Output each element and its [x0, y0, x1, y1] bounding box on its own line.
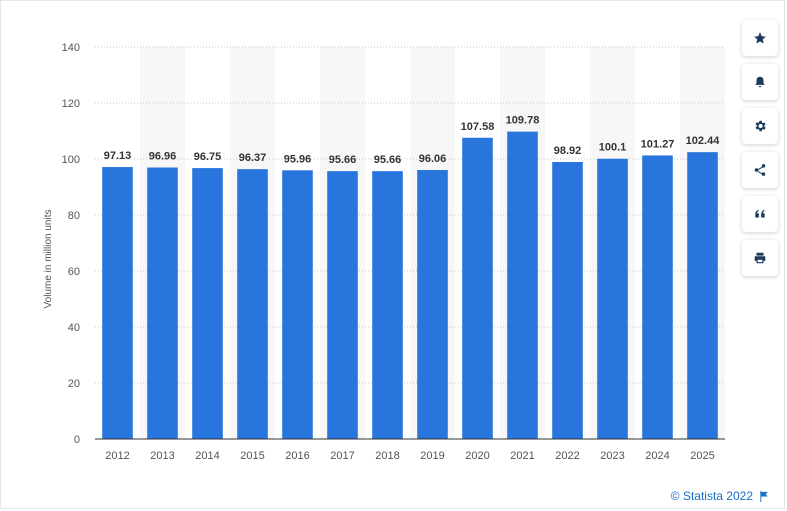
y-tick-label: 0 [74, 434, 80, 446]
x-tick-label: 2017 [330, 450, 354, 462]
x-tick-label: 2022 [555, 450, 579, 462]
x-tick-label: 2020 [465, 450, 489, 462]
data-label: 96.06 [419, 153, 447, 165]
star-icon [754, 32, 766, 44]
x-tick-label: 2025 [690, 450, 714, 462]
bar [417, 170, 448, 440]
data-label: 98.92 [554, 145, 582, 157]
x-tick-label: 2018 [375, 450, 399, 462]
y-tick-label: 120 [62, 98, 80, 110]
bar [642, 155, 673, 439]
notification-button[interactable] [742, 64, 778, 100]
cite-button[interactable] [742, 196, 778, 232]
data-label: 107.58 [461, 121, 495, 133]
statista-credit[interactable]: © Statista 2022 [671, 489, 769, 503]
x-tick-label: 2015 [240, 450, 264, 462]
data-label: 97.13 [104, 150, 132, 162]
bar [237, 169, 268, 439]
printer-icon [754, 252, 766, 264]
x-tick-label: 2012 [105, 450, 129, 462]
data-label: 95.96 [284, 153, 312, 165]
gear-icon [755, 120, 766, 132]
data-label: 95.66 [374, 154, 402, 166]
data-label: 109.78 [506, 115, 540, 127]
x-tick-label: 2021 [510, 450, 534, 462]
quote-icon [755, 209, 765, 218]
bar [327, 171, 358, 440]
bar-chart: 0 20 40 60 80 100 120 140 Volume in million unit… [43, 42, 725, 462]
data-label: 95.66 [329, 154, 357, 166]
credit-text[interactable]: © Statista 2022 [670, 489, 753, 503]
y-tick-label: 140 [62, 42, 80, 54]
bar [597, 158, 628, 439]
chart-toolbar [742, 20, 778, 276]
share-button[interactable] [742, 152, 778, 188]
y-tick-label: 80 [68, 210, 80, 222]
data-label: 102.44 [686, 135, 721, 147]
data-label: 96.37 [239, 152, 267, 164]
bar [462, 137, 493, 439]
data-label: 100.1 [599, 142, 627, 154]
print-button[interactable] [742, 240, 778, 276]
x-tick-label: 2024 [645, 450, 669, 462]
data-label: 96.96 [149, 151, 177, 163]
y-tick-label: 100 [62, 154, 80, 166]
x-tick-label: 2019 [420, 450, 444, 462]
x-tick-label: 2014 [195, 450, 219, 462]
x-tick-label: 2016 [285, 450, 309, 462]
bar [507, 131, 538, 439]
y-tick-label: 20 [68, 378, 80, 390]
y-tick-label: 40 [68, 322, 80, 334]
y-tick-label: 60 [68, 266, 80, 278]
x-tick-label: 2013 [150, 450, 174, 462]
bar [552, 162, 583, 440]
data-label: 96.75 [194, 151, 222, 163]
bar [102, 167, 133, 439]
bar [282, 170, 313, 439]
x-tick-label: 2023 [600, 450, 624, 462]
data-label: 101.27 [641, 138, 675, 150]
bar [372, 171, 403, 440]
bar [687, 152, 718, 439]
settings-button[interactable] [742, 108, 778, 144]
bell-icon [755, 76, 765, 88]
bar [192, 168, 223, 439]
bar [147, 167, 178, 439]
flag-icon [760, 490, 768, 502]
y-axis-title: Volume in million units [43, 210, 54, 309]
share-icon [754, 164, 766, 176]
favorite-button[interactable] [742, 20, 778, 56]
